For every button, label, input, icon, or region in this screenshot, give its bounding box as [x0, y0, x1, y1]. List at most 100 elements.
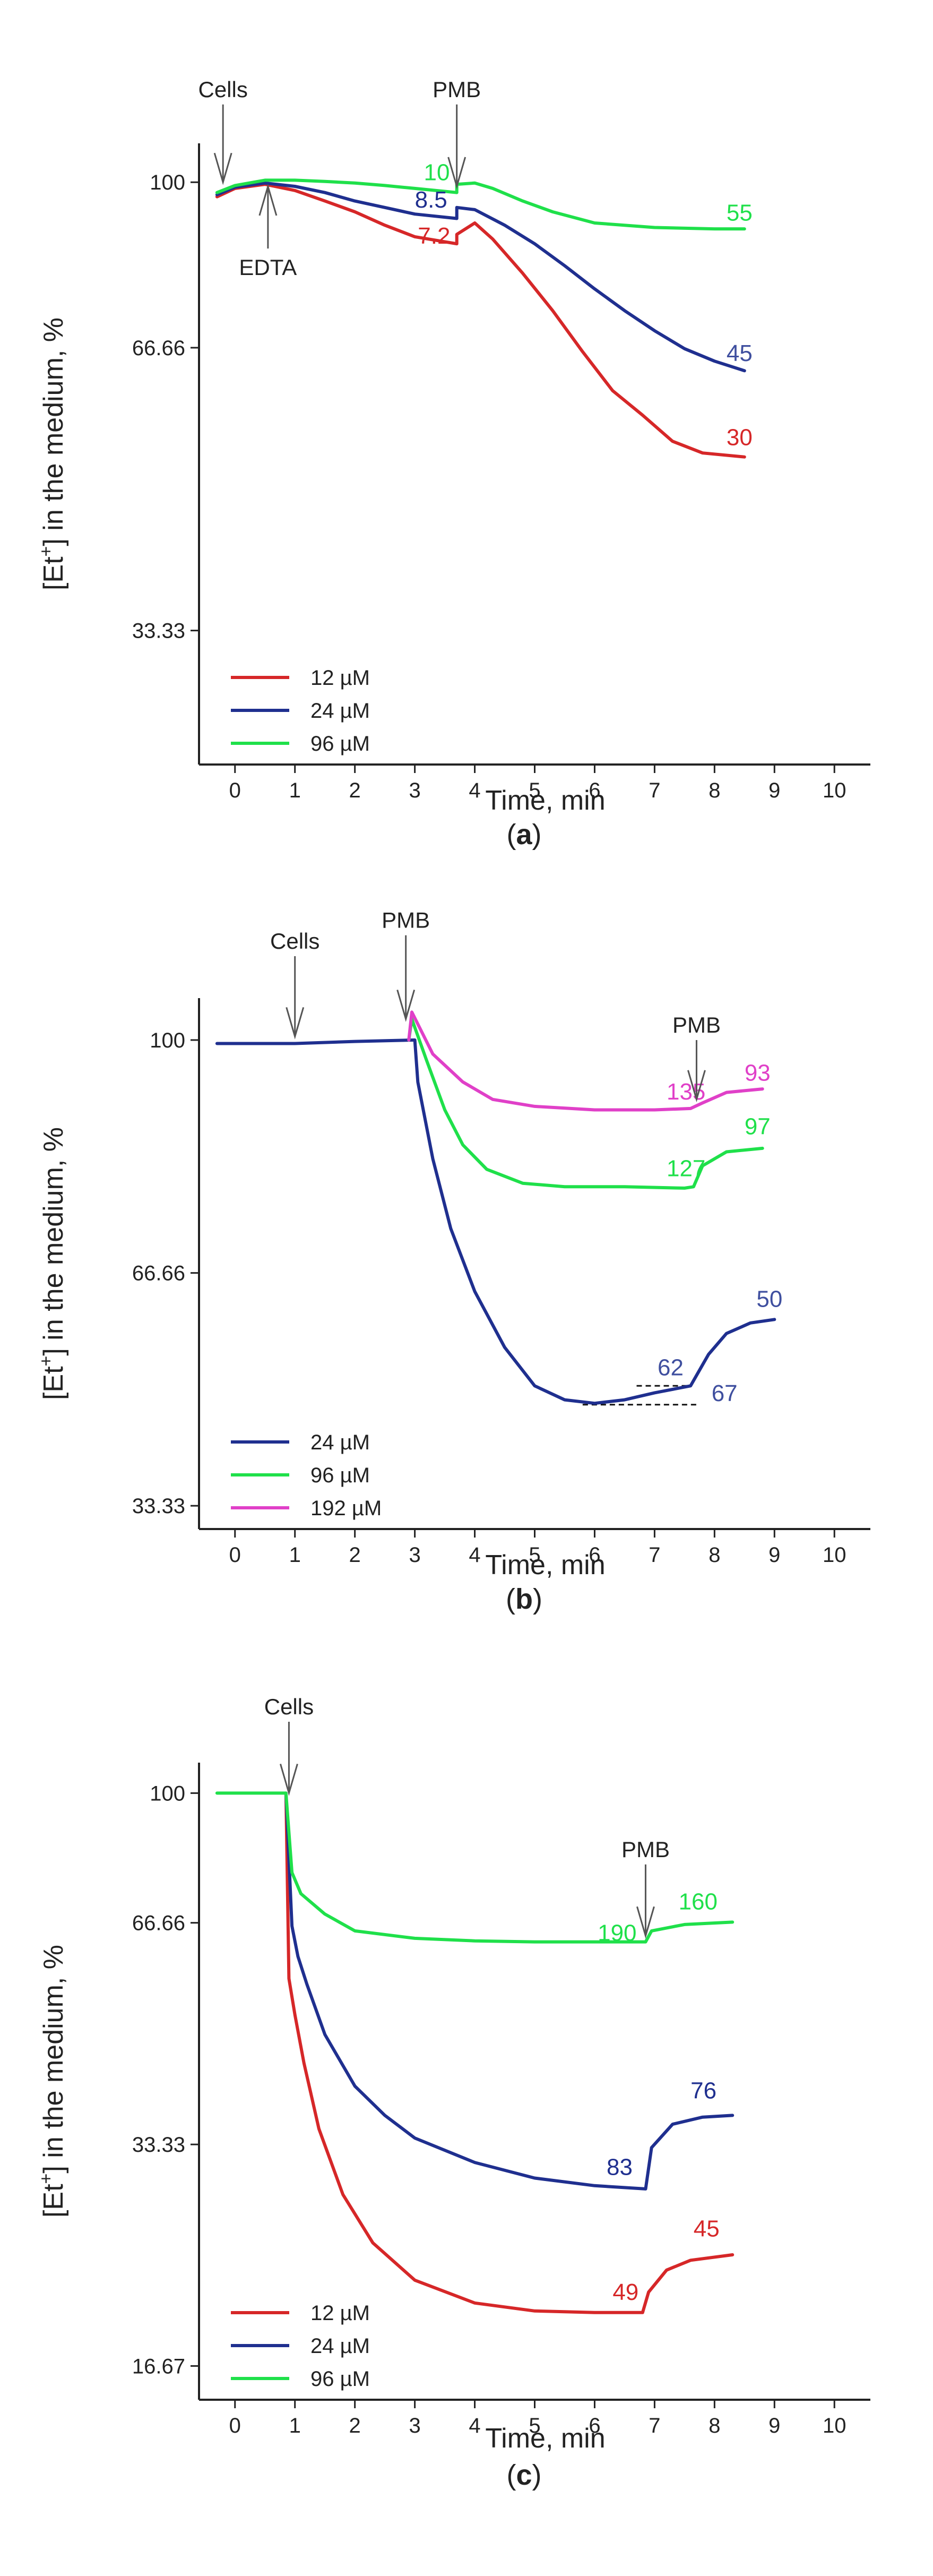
legend-label: 12 µM — [310, 666, 370, 690]
panel-label-open: ( — [506, 1583, 515, 1615]
y-axis-title: [Et+] in the medium, % — [36, 317, 69, 590]
x-tick-label: 10 — [823, 2414, 846, 2437]
panel-label-close: ) — [533, 1583, 542, 1615]
panel-label: (c) — [506, 2459, 541, 2491]
x-tick-label: 3 — [409, 779, 420, 802]
y-axis-title-superscript: + — [36, 2174, 56, 2184]
annotation-arrow-head — [687, 1070, 706, 1103]
y-tick-label: 33.33 — [132, 620, 185, 643]
data-label: 7.2 — [418, 223, 450, 249]
x-tick-label: 6 — [589, 2414, 600, 2437]
panel-label-open: ( — [506, 2459, 516, 2491]
x-tick-label: 0 — [229, 779, 241, 802]
annotation-label: PMB — [433, 77, 481, 102]
annotation-arrow-head — [213, 152, 232, 185]
panel-label-letter: a — [516, 819, 532, 851]
series-line — [407, 1010, 764, 1112]
x-tick-label: 0 — [229, 2414, 241, 2437]
y-axis-title-superscript: + — [36, 1356, 56, 1367]
series-line — [215, 183, 746, 459]
panel-label-open: ( — [506, 819, 516, 851]
data-label: 10 — [424, 159, 450, 185]
y-axis-title-main: [Et — [38, 1366, 69, 1400]
legend-label: 96 µM — [310, 1464, 370, 1487]
x-tick-label: 4 — [469, 779, 480, 802]
x-tick-label: 9 — [768, 1543, 780, 1567]
y-axis-title: [Et+] in the medium, % — [36, 1945, 69, 2218]
y-tick-label: 66.66 — [132, 337, 185, 360]
x-tick-label: 3 — [409, 1543, 420, 1567]
data-label: 45 — [727, 340, 753, 366]
annotation-arrow-head — [258, 183, 278, 216]
x-tick-label: 5 — [529, 779, 540, 802]
data-label: 83 — [607, 2154, 633, 2180]
series-line — [215, 181, 746, 373]
series-line — [407, 1017, 764, 1190]
annotation-arrow-head — [286, 1007, 305, 1040]
x-tick-label: 2 — [349, 779, 361, 802]
x-tick-label: 8 — [709, 2414, 720, 2437]
data-label: 62 — [658, 1355, 684, 1381]
panel-label-letter: c — [516, 2459, 532, 2491]
annotation-label: PMB — [621, 1837, 670, 1862]
x-tick-label: 4 — [469, 2414, 480, 2437]
x-tick-label: 1 — [289, 1543, 301, 1567]
x-tick-label: 8 — [709, 1543, 720, 1567]
x-tick-label: 8 — [709, 779, 720, 802]
series-line — [215, 1791, 735, 1944]
annotation-label: Cells — [264, 1694, 314, 1719]
x-tick-label: 2 — [349, 2414, 361, 2437]
y-tick-label: 16.67 — [132, 2355, 185, 2378]
data-label: 30 — [727, 424, 753, 450]
x-tick-label: 5 — [529, 2414, 540, 2437]
data-label: 45 — [694, 2216, 720, 2242]
y-tick-label: 66.66 — [132, 1262, 185, 1285]
annotation-label: Cells — [270, 929, 319, 954]
panel-label-close: ) — [532, 819, 542, 851]
x-tick-label: 0 — [229, 1543, 241, 1567]
data-label: 93 — [745, 1060, 771, 1086]
x-tick-label: 7 — [649, 1543, 660, 1567]
annotation-label: PMB — [382, 908, 430, 933]
y-axis-title: [Et+] in the medium, % — [36, 1127, 69, 1400]
x-tick-label: 10 — [823, 1543, 846, 1567]
panel-label-close: ) — [532, 2459, 542, 2491]
x-tick-label: 6 — [589, 1543, 600, 1567]
panel-label-letter: b — [515, 1583, 533, 1615]
y-axis-title-rest: ] in the medium, % — [38, 1127, 69, 1356]
legend-label: 96 µM — [310, 732, 370, 755]
legend-label: 24 µM — [310, 2334, 370, 2358]
y-tick-label: 33.33 — [132, 1495, 185, 1518]
legend-label: 96 µM — [310, 2367, 370, 2391]
y-axis-title-rest: ] in the medium, % — [38, 1945, 69, 2174]
x-tick-label: 9 — [768, 779, 780, 802]
x-axis-title: Time, min — [485, 1550, 605, 1581]
annotation-arrow-head — [447, 157, 466, 190]
x-tick-label: 6 — [589, 779, 600, 802]
data-label: 8.5 — [415, 187, 447, 213]
series-line — [284, 1791, 735, 2191]
y-tick-label: 66.66 — [132, 1912, 185, 1935]
annotation-arrow-head — [636, 1906, 655, 1939]
y-tick-label: 100 — [150, 1029, 185, 1052]
legend-label: 192 µM — [310, 1497, 382, 1520]
data-label: 127 — [667, 1156, 705, 1182]
x-tick-label: 2 — [349, 1543, 361, 1567]
panel-label: (b) — [506, 1583, 542, 1615]
x-tick-label: 3 — [409, 2414, 420, 2437]
annotation-label: Cells — [198, 77, 247, 102]
y-tick-label: 100 — [150, 171, 185, 194]
x-tick-label: 10 — [823, 779, 846, 802]
legend-label: 24 µM — [310, 699, 370, 723]
data-label: 50 — [756, 1286, 782, 1312]
data-label: 49 — [612, 2279, 638, 2305]
series-line — [215, 1038, 776, 1405]
x-tick-label: 4 — [469, 1543, 480, 1567]
x-axis-title: Time, min — [485, 785, 605, 816]
x-tick-label: 9 — [768, 2414, 780, 2437]
x-tick-label: 1 — [289, 2414, 301, 2437]
